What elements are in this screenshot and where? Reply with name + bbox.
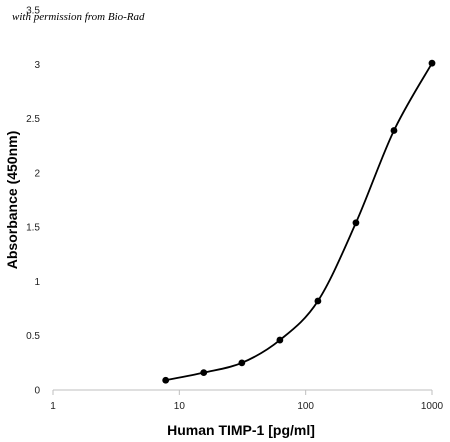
data-point — [238, 359, 246, 367]
y-tick-label: 2.5 — [26, 114, 40, 125]
y-axis-title: Absorbance (450nm) — [4, 131, 20, 269]
permission-note: with permission from Bio-Rad — [12, 11, 145, 23]
data-point — [390, 127, 398, 134]
data-point — [314, 297, 322, 305]
data-point — [276, 336, 284, 344]
data-points — [162, 59, 436, 384]
data-point — [352, 219, 360, 227]
y-tick-label: 2 — [34, 168, 40, 179]
y-tick-label: 3 — [34, 60, 40, 71]
x-tick-label: 10 — [174, 401, 186, 412]
data-point — [162, 376, 170, 384]
x-tick-label: 100 — [297, 401, 314, 412]
data-point — [200, 369, 208, 377]
y-tick-label: 1 — [34, 277, 40, 288]
x-axis-ticks: 1 10 100 1000 — [50, 390, 444, 412]
y-tick-label: 0.5 — [26, 331, 40, 342]
x-tick-label: 1000 — [421, 401, 444, 412]
x-tick-label: 1 — [50, 401, 56, 412]
data-point — [428, 59, 436, 67]
y-tick-label: 0 — [34, 386, 40, 397]
y-tick-label: 1.5 — [26, 223, 40, 234]
x-axis-title: Human TIMP-1 [pg/ml] — [167, 422, 315, 438]
y-tick-label: 3.5 — [26, 6, 40, 17]
series-line — [165, 62, 433, 382]
y-axis-ticks: 0 0.5 1 1.5 2 2.5 3 3.5 — [26, 6, 40, 397]
